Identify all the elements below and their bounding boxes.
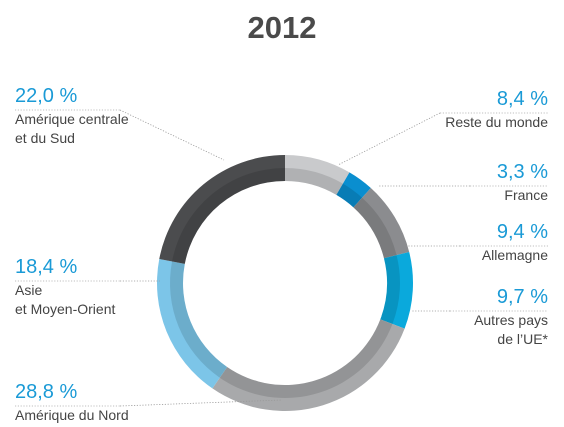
donut-segment	[212, 319, 405, 412]
donut-segment	[353, 188, 410, 259]
leader-line	[337, 112, 441, 166]
value-label: 8,4 %	[496, 88, 548, 110]
segment-inner-band	[336, 183, 363, 208]
segment-inner-band	[353, 197, 397, 259]
data-label: 22,0 % Amérique centrale et du Sud	[15, 84, 255, 148]
category-label: Amérique centrale et du Sud	[15, 111, 129, 146]
donut-segment	[159, 155, 285, 264]
segment-inner-band	[380, 255, 400, 324]
segment-inner-band	[170, 261, 228, 378]
category-label: Amérique du Nord	[15, 407, 129, 423]
category-label: France	[504, 187, 548, 203]
data-label: 18,4 % Asie et Moyen-Orient	[15, 255, 255, 319]
leader-line	[119, 399, 283, 407]
data-label: 28,8 % Amérique du Nord	[15, 380, 255, 425]
category-label: Reste du monde	[445, 114, 548, 130]
value-label: 9,4 %	[496, 221, 548, 243]
value-label: 22,0 %	[15, 85, 78, 107]
data-label: 9,4 % Allemagne	[308, 220, 548, 265]
data-label: 8,4 % Reste du monde	[308, 87, 548, 132]
data-label: 9,7 % Autres pays de l’UE*	[308, 285, 548, 349]
value-label: 9,7 %	[496, 286, 548, 308]
segment-inner-band	[285, 168, 343, 195]
value-label: 3,3 %	[496, 161, 548, 183]
donut-segment	[336, 172, 371, 208]
category-label: Allemagne	[481, 247, 548, 263]
donut-segment	[285, 155, 350, 195]
value-label: 28,8 %	[15, 381, 78, 403]
segment-inner-band	[172, 168, 285, 264]
leader-line	[119, 109, 225, 161]
value-label: 18,4 %	[15, 256, 78, 278]
category-label: Asie et Moyen-Orient	[15, 282, 116, 317]
chart-title: 2012	[247, 10, 317, 45]
category-label: Autres pays de l’UE*	[474, 312, 548, 347]
segment-inner-band	[219, 319, 393, 398]
donut-segment	[157, 259, 228, 389]
data-label: 3,3 % France	[308, 160, 548, 205]
donut-segment	[380, 251, 413, 329]
